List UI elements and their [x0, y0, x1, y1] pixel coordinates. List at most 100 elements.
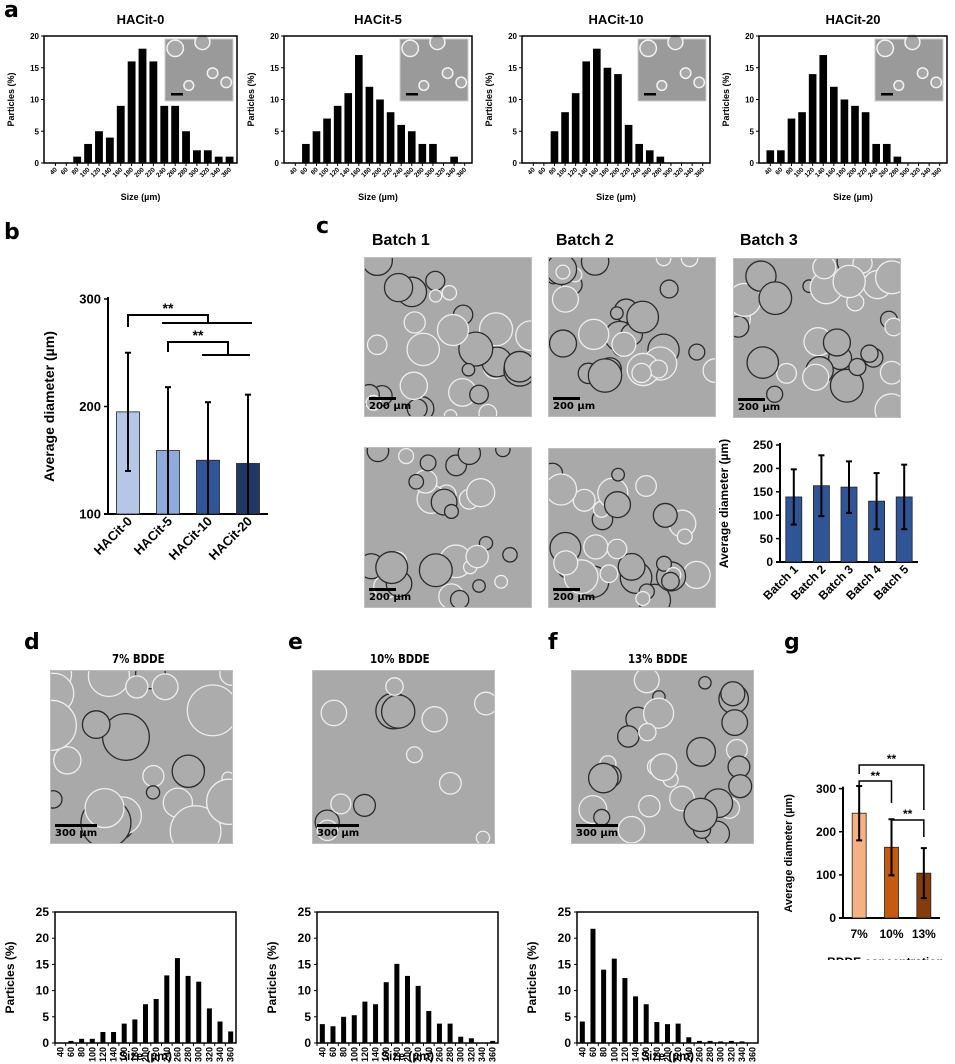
bar — [174, 958, 180, 1043]
microsphere — [633, 671, 660, 694]
panel-letter-c: c — [316, 214, 330, 239]
x-tick-label: 280 — [177, 166, 190, 179]
microsphere — [455, 76, 468, 89]
x-tick-label: 40 — [55, 1047, 65, 1057]
bar — [622, 978, 628, 1043]
y-tick-label: 0 — [829, 911, 836, 925]
microsphere — [53, 746, 82, 775]
x-tick-label: 320 — [199, 166, 212, 179]
x-tick-label: 300 — [194, 1047, 204, 1062]
microsphere — [458, 331, 494, 367]
panel-letter-e: e — [288, 630, 303, 655]
microsphere — [385, 677, 404, 696]
microsphere — [551, 285, 580, 313]
y-axis-label: Particles (%) — [3, 941, 17, 1013]
bar — [100, 1031, 106, 1043]
bar — [579, 1021, 585, 1043]
microsphere — [660, 571, 680, 591]
microsphere — [617, 815, 646, 843]
y-tick-label: 10 — [30, 96, 39, 105]
bar — [302, 143, 310, 163]
microsphere — [683, 797, 718, 833]
microsphere — [461, 362, 476, 377]
bar-chart-hacit-average-diameter: 100200300HACit-0HACit-5HACit-10HACit-20A… — [41, 292, 268, 563]
panel-letter-d: d — [24, 630, 40, 655]
x-tick-label: 120 — [360, 1047, 370, 1062]
x-tick-label: 220 — [151, 1047, 161, 1062]
y-axis-label: Particles (%) — [484, 72, 494, 126]
x-tick-label: 100 — [349, 1047, 359, 1062]
x-tick-label: 320 — [726, 1047, 736, 1062]
bar — [808, 74, 817, 163]
bar — [84, 143, 93, 163]
x-tick-label: 280 — [445, 1047, 455, 1062]
microsphere — [876, 39, 895, 58]
bar — [686, 1037, 692, 1043]
microsphere — [656, 79, 668, 92]
microsphere — [639, 39, 658, 58]
microsphere — [169, 805, 222, 843]
x-tick-label: 240 — [162, 1047, 172, 1062]
microsphere — [686, 736, 717, 767]
x-tick-label: 200 — [141, 1047, 151, 1062]
microsphere — [408, 473, 425, 490]
significance-label: ** — [887, 752, 897, 766]
x-tick-label: 40 — [317, 1047, 327, 1057]
bar — [121, 1023, 127, 1043]
significance-label: ** — [193, 327, 204, 343]
microsphere — [758, 281, 793, 316]
y-axis-label: Particles (%) — [246, 72, 256, 126]
y-tick-label: 15 — [508, 64, 517, 73]
y-axis-label: Average diameter (µm) — [783, 794, 795, 913]
micrograph-13-bdde: 300 µm — [571, 670, 754, 844]
y-tick-label: 0 — [275, 159, 280, 168]
bar — [675, 1023, 681, 1043]
histogram-10-bdde: 0 5 10 15 20 25 40 60 80 100 120 140 160 180 200 220 240… — [265, 905, 499, 1063]
bar — [153, 998, 159, 1043]
micrograph-7-bdde: 300 µm — [50, 670, 233, 844]
x-tick-label: 260 — [166, 166, 179, 179]
microsphere — [183, 79, 195, 92]
bar — [373, 1004, 379, 1043]
x-tick-label: 200 — [133, 166, 146, 179]
y-tick-label: 10 — [270, 96, 279, 105]
y-tick-label: 5 — [750, 127, 755, 136]
y-tick-label: 20 — [298, 931, 312, 945]
scale-bar: 200 µm — [553, 588, 595, 603]
microsphere — [609, 306, 624, 321]
microsphere — [320, 699, 348, 727]
microsphere — [428, 289, 443, 303]
microsphere — [125, 675, 149, 699]
bar — [214, 156, 223, 163]
x-axis-label: Size (µm) — [381, 1049, 434, 1063]
microsphere — [893, 79, 905, 92]
bar — [323, 118, 331, 163]
microsphere — [583, 534, 609, 560]
microsphere — [171, 754, 206, 788]
bar — [611, 958, 617, 1043]
bar — [312, 131, 321, 163]
x-tick-label: 360 — [748, 1047, 758, 1062]
y-tick-label: 10 — [298, 984, 312, 998]
x-axis-label: Size (µm) — [358, 192, 398, 202]
bar — [330, 1026, 336, 1043]
y-tick-label: 5 — [564, 1010, 571, 1024]
y-tick-label: 100 — [753, 508, 773, 522]
bar — [468, 1038, 474, 1043]
f-title: 13% BDDE — [628, 652, 688, 666]
microsphere — [606, 538, 628, 560]
microsphere — [166, 39, 185, 58]
microsphere — [611, 331, 637, 357]
x-tick-label: 240 — [684, 1047, 694, 1062]
microsphere — [366, 334, 388, 356]
bar — [351, 1015, 357, 1043]
y-tick-label: 15 — [558, 957, 572, 971]
bar — [436, 1023, 442, 1043]
microsphere — [904, 33, 921, 51]
bar — [798, 112, 806, 163]
y-tick-label: 200 — [816, 825, 836, 839]
chart-title: HACit-20 — [826, 12, 881, 27]
microsphere — [734, 315, 750, 338]
